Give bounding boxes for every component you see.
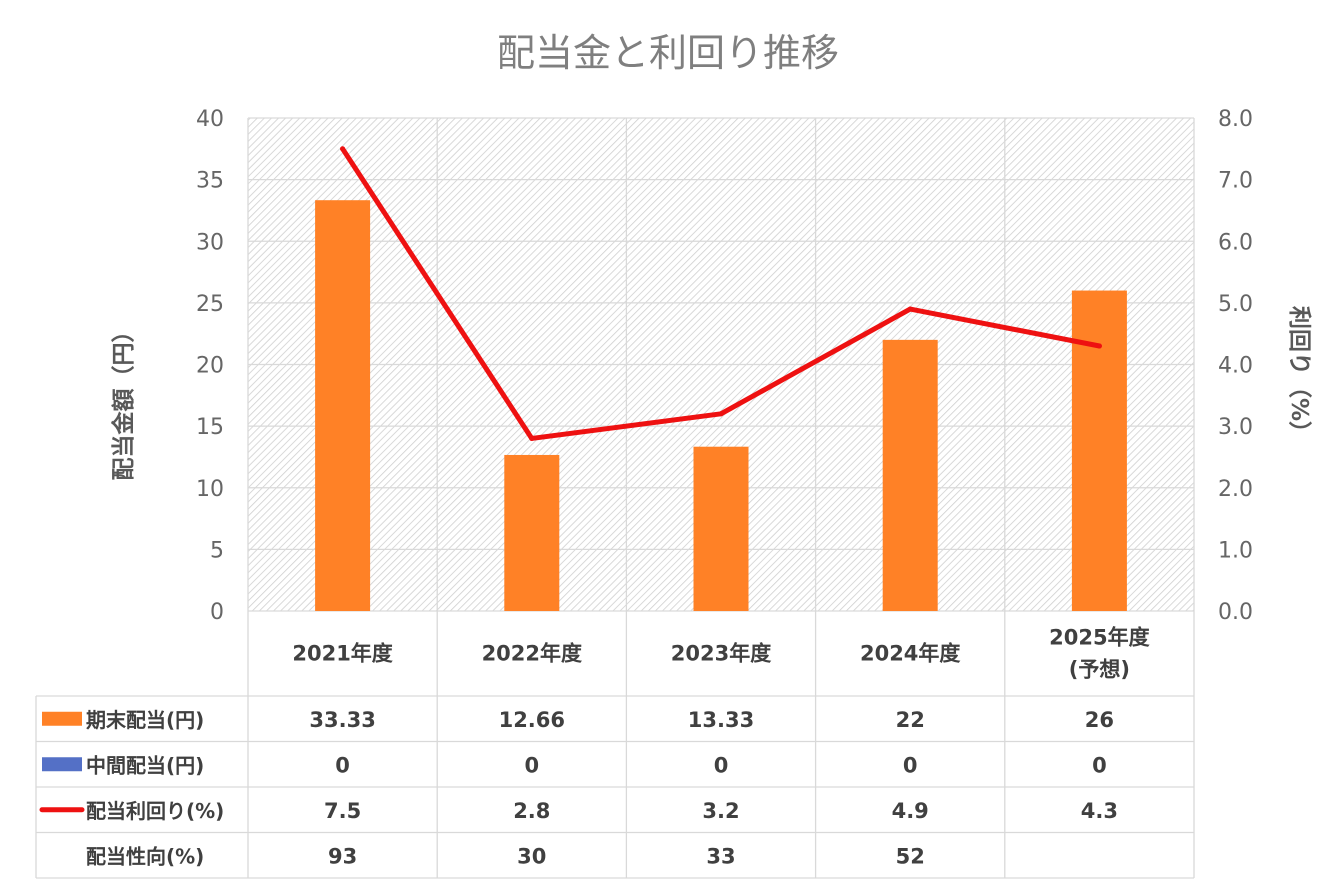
- table-cell: 33: [706, 844, 735, 868]
- left-tick-label: 15: [196, 415, 224, 440]
- category-label: 2024年度: [860, 642, 960, 666]
- right-tick-label: 5.0: [1218, 292, 1253, 317]
- left-tick-label: 5: [210, 538, 224, 563]
- right-tick-label: 4.0: [1218, 354, 1253, 379]
- right-tick-label: 2.0: [1218, 477, 1253, 502]
- bar: [315, 200, 371, 611]
- left-axis-title: 配当金額（円）: [110, 320, 137, 481]
- bar: [693, 446, 749, 611]
- category-label: 2021年度: [292, 642, 392, 666]
- yield-point: [718, 411, 724, 417]
- right-tick-label: 7.0: [1218, 169, 1253, 194]
- category-label: 2022年度: [482, 642, 582, 666]
- table-cell: 22: [896, 708, 925, 732]
- yield-point: [1096, 343, 1102, 349]
- bar: [882, 339, 938, 611]
- left-tick-label: 20: [196, 354, 224, 379]
- right-tick-label: 3.0: [1218, 415, 1253, 440]
- left-axis-ticks: 0 5 10 15 20 25 30 35 40: [196, 107, 224, 625]
- table-cell: 3.2: [702, 799, 739, 823]
- table-cell: 93: [328, 844, 357, 868]
- table-cell: 0: [1092, 753, 1107, 777]
- table-cell: 4.9: [892, 799, 929, 823]
- right-axis-title: 利回り（%）: [1286, 306, 1313, 444]
- row-label: 配当性向(%): [86, 844, 204, 868]
- left-tick-label: 40: [196, 107, 224, 132]
- right-axis-ticks: 0.0 1.0 2.0 3.0 4.0 5.0 6.0 7.0 8.0: [1218, 107, 1253, 625]
- line-series: [340, 146, 1102, 441]
- table-cell: 4.3: [1081, 799, 1118, 823]
- category-label: (予想): [1069, 658, 1130, 682]
- table-cell: 7.5: [324, 799, 361, 823]
- right-tick-label: 1.0: [1218, 538, 1253, 563]
- left-tick-label: 10: [196, 477, 224, 502]
- table-cell: 2.8: [513, 799, 550, 823]
- left-tick-label: 30: [196, 230, 224, 255]
- legend-key: [42, 757, 82, 772]
- table-cell: 52: [896, 844, 925, 868]
- right-tick-label: 0.0: [1218, 600, 1253, 625]
- bar: [504, 454, 560, 611]
- yield-point: [907, 306, 913, 312]
- left-tick-label: 0: [210, 600, 224, 625]
- category-label: 2023年度: [671, 642, 771, 666]
- table-cell: 0: [335, 753, 350, 777]
- left-tick-label: 25: [196, 292, 224, 317]
- bar: [1071, 290, 1127, 611]
- table-cell: 26: [1085, 708, 1114, 732]
- category-label: 2025年度: [1049, 626, 1149, 650]
- table-cell: 0: [714, 753, 729, 777]
- chart-title: 配当金と利回り推移: [497, 31, 839, 75]
- table-cell: 0: [524, 753, 539, 777]
- table-cell: 30: [517, 844, 546, 868]
- row-label: 期末配当(円): [86, 708, 204, 732]
- table-cell: 33.33: [309, 708, 375, 732]
- yield-point: [340, 146, 346, 152]
- yield-point: [529, 435, 535, 441]
- legend-key: [42, 711, 82, 726]
- table-cell: 12.66: [499, 708, 565, 732]
- right-tick-label: 6.0: [1218, 230, 1253, 255]
- right-tick-label: 8.0: [1218, 107, 1253, 132]
- row-label: 配当利回り(%): [86, 799, 224, 823]
- left-tick-label: 35: [196, 169, 224, 194]
- data-table: 2021年度 2022年度 2023年度 2024年度 2025年度 (予想) 期末配当(円…: [35, 611, 1195, 879]
- table-cell: 13.33: [688, 708, 754, 732]
- table-cell: 0: [903, 753, 918, 777]
- row-label: 中間配当(円): [86, 753, 204, 777]
